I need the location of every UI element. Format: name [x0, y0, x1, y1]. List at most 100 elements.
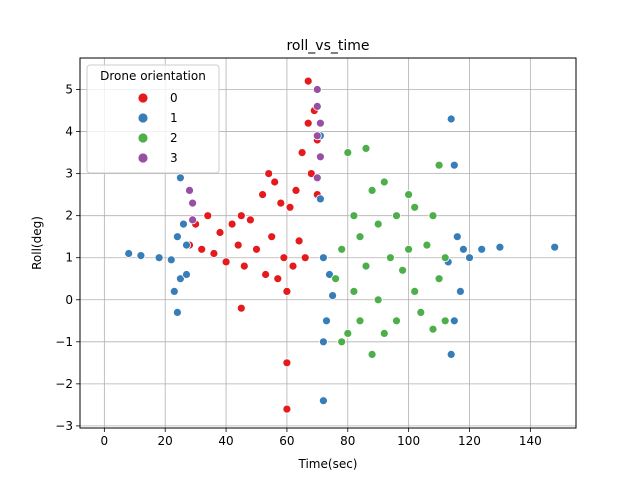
data-point [221, 257, 231, 267]
data-point [337, 244, 347, 254]
plot-frame [79, 57, 577, 429]
data-point [410, 286, 420, 296]
data-point [188, 215, 198, 225]
data-point [367, 185, 377, 195]
y-tick-label: 1 [65, 251, 73, 265]
data-point [385, 253, 395, 263]
y-tick-label: 5 [65, 83, 73, 97]
data-point [258, 190, 268, 200]
data-point [124, 249, 134, 258]
data-point [325, 270, 334, 279]
data-point [477, 244, 487, 254]
data-point [182, 240, 191, 250]
x-tick-label: 40 [218, 434, 233, 448]
data-point [288, 261, 298, 271]
series-1 [124, 114, 560, 406]
data-point [188, 198, 198, 208]
data-point [182, 270, 191, 279]
data-point [239, 261, 249, 271]
y-axis-ticks: −3 −2 −1 0 1 2 3 4 5 [55, 83, 80, 433]
data-point [172, 307, 182, 317]
x-tick-label: 120 [458, 434, 481, 448]
data-point [349, 211, 359, 221]
x-axis-ticks: 0 20 40 60 80 100 120 140 [101, 428, 542, 448]
data-point [136, 251, 146, 261]
data-point [312, 173, 322, 183]
data-point [379, 328, 389, 338]
data-point [306, 169, 316, 179]
data-point [315, 152, 325, 162]
data-point [349, 286, 359, 296]
legend-marker [137, 112, 149, 124]
legend-label: 3 [170, 151, 178, 165]
data-point [303, 118, 313, 128]
data-points [124, 76, 560, 414]
data-point [175, 274, 185, 284]
x-axis-label: Time(sec) [298, 457, 358, 471]
legend-marker [137, 92, 149, 104]
data-point [175, 173, 185, 183]
data-point [315, 118, 325, 128]
data-point [331, 274, 341, 284]
grid [80, 58, 576, 428]
data-point [282, 404, 292, 414]
series-0 [185, 76, 322, 414]
data-point [227, 219, 237, 229]
data-point [373, 219, 383, 229]
series-2 [331, 143, 450, 359]
legend-label: 2 [170, 131, 178, 145]
data-point [328, 291, 338, 301]
data-point [215, 228, 225, 237]
data-point [449, 160, 459, 170]
data-point [416, 307, 426, 317]
data-point [318, 396, 328, 406]
data-point [300, 253, 310, 263]
y-tick-label: 2 [65, 209, 73, 223]
data-point [267, 232, 277, 242]
y-axis-label: Roll(deg) [30, 216, 44, 270]
data-point [264, 169, 274, 179]
data-point [465, 253, 474, 263]
data-point [434, 274, 444, 284]
data-point [169, 286, 179, 296]
data-point [245, 215, 255, 225]
data-point [550, 242, 560, 252]
data-point [185, 185, 194, 195]
data-point [458, 244, 468, 254]
data-point [236, 211, 246, 221]
data-point [343, 148, 353, 158]
data-point [355, 232, 365, 242]
data-point [315, 194, 325, 204]
data-point [428, 324, 438, 334]
data-point [273, 274, 283, 284]
data-point [440, 316, 450, 326]
data-point [282, 286, 292, 296]
data-point [312, 131, 322, 141]
data-point [392, 211, 401, 221]
data-point [279, 253, 289, 263]
data-point [166, 255, 176, 265]
data-point [440, 253, 450, 263]
legend-marker [137, 132, 149, 144]
data-point [343, 328, 353, 338]
data-point [379, 177, 389, 187]
data-point [355, 316, 365, 326]
x-tick-label: 140 [519, 434, 542, 448]
y-tick-label: −1 [55, 335, 73, 349]
y-tick-label: 3 [65, 167, 73, 181]
data-point [446, 349, 456, 359]
data-point [398, 265, 408, 275]
data-point [404, 190, 414, 200]
data-point [455, 286, 465, 296]
data-point [203, 211, 213, 221]
data-point [422, 240, 432, 250]
data-point [392, 316, 401, 326]
x-tick-label: 20 [158, 434, 173, 448]
data-point [449, 316, 459, 326]
data-point [252, 244, 261, 254]
data-point [495, 242, 505, 252]
data-point [233, 240, 243, 250]
data-point [297, 148, 307, 158]
data-point [318, 253, 328, 263]
